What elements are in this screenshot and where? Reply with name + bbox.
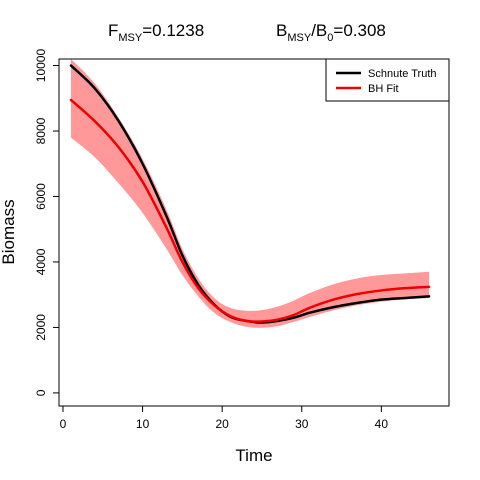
y-axis: 0 2000 4000 6000 8000 10000 xyxy=(34,49,60,396)
y-tick-label: 10000 xyxy=(34,49,48,83)
x-tick-label: 20 xyxy=(215,417,229,431)
plot-area xyxy=(69,59,431,328)
y-axis-title: Biomass xyxy=(0,199,18,264)
y-tick-label: 2000 xyxy=(34,314,48,341)
x-tick-label: 40 xyxy=(375,417,389,431)
legend: Schnute Truth BH Fit xyxy=(325,58,450,102)
x-tick-label: 10 xyxy=(136,417,150,431)
series-line-fit xyxy=(69,98,431,323)
fmsy-header: FMSY=0.1238 xyxy=(108,21,204,44)
bmsy-b0-header: BMSY/B0=0.308 xyxy=(276,21,386,44)
x-axis-title: Time xyxy=(235,446,272,465)
y-tick-label: 0 xyxy=(34,389,48,396)
y-tick-label: 6000 xyxy=(34,183,48,210)
x-axis: 0 10 20 30 40 xyxy=(60,405,389,431)
plot-frame xyxy=(58,58,450,407)
y-tick-label: 8000 xyxy=(34,117,48,144)
legend-label-fit: BH Fit xyxy=(368,83,399,95)
legend-box xyxy=(325,58,450,102)
x-tick-label: 0 xyxy=(60,417,67,431)
legend-label-truth: Schnute Truth xyxy=(368,68,437,80)
y-tick-label: 4000 xyxy=(34,248,48,275)
x-tick-label: 30 xyxy=(295,417,309,431)
confidence-band xyxy=(70,59,430,328)
